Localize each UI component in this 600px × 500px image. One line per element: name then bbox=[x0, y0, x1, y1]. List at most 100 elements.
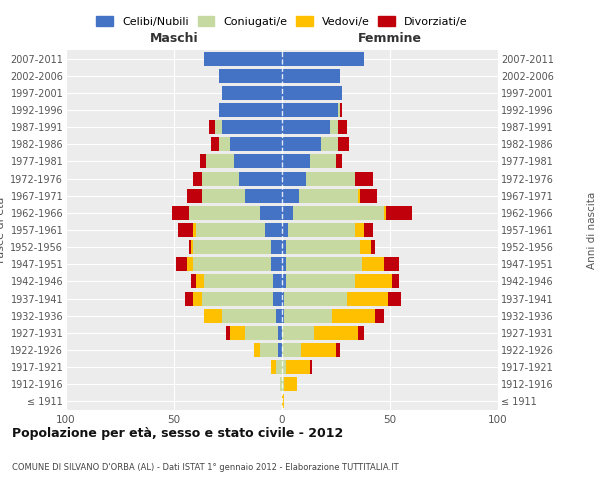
Bar bbox=[289, 223, 355, 237]
Bar bbox=[282, 206, 293, 220]
Bar bbox=[336, 343, 340, 357]
Bar bbox=[226, 326, 230, 340]
Y-axis label: Fasce di età: Fasce di età bbox=[0, 197, 6, 263]
Bar bbox=[211, 138, 220, 151]
Text: COMUNE DI SILVANO D'ORBA (AL) - Dati ISTAT 1° gennaio 2012 - Elaborazione TUTTIT: COMUNE DI SILVANO D'ORBA (AL) - Dati IST… bbox=[12, 462, 398, 471]
Bar bbox=[191, 240, 193, 254]
Bar bbox=[286, 274, 355, 288]
Bar bbox=[221, 120, 282, 134]
Bar bbox=[371, 240, 375, 254]
Bar bbox=[355, 223, 364, 237]
Bar bbox=[310, 154, 336, 168]
Bar bbox=[278, 326, 282, 340]
Text: Anni di nascita: Anni di nascita bbox=[587, 192, 597, 268]
Bar bbox=[355, 172, 373, 185]
Bar bbox=[254, 343, 260, 357]
Bar bbox=[360, 240, 371, 254]
Bar bbox=[221, 308, 275, 322]
Bar bbox=[299, 188, 358, 202]
Bar bbox=[383, 258, 398, 272]
Bar bbox=[172, 206, 189, 220]
Bar bbox=[220, 138, 230, 151]
Bar bbox=[347, 292, 388, 306]
Bar bbox=[321, 138, 338, 151]
Bar bbox=[364, 223, 373, 237]
Bar bbox=[189, 240, 191, 254]
Bar bbox=[282, 52, 364, 66]
Text: Femmine: Femmine bbox=[358, 32, 422, 45]
Bar bbox=[191, 274, 196, 288]
Bar bbox=[245, 326, 278, 340]
Bar bbox=[280, 378, 282, 392]
Bar bbox=[193, 258, 271, 272]
Bar bbox=[282, 292, 284, 306]
Bar bbox=[282, 103, 338, 117]
Bar bbox=[202, 188, 245, 202]
Bar bbox=[202, 292, 274, 306]
Bar bbox=[176, 258, 187, 272]
Bar bbox=[301, 343, 336, 357]
Bar bbox=[310, 360, 312, 374]
Bar bbox=[282, 240, 286, 254]
Bar bbox=[282, 86, 343, 100]
Bar bbox=[386, 206, 412, 220]
Bar bbox=[282, 274, 286, 288]
Bar bbox=[338, 120, 347, 134]
Bar bbox=[332, 308, 375, 322]
Legend: Celibi/Nubili, Coniugati/e, Vedovi/e, Divorziati/e: Celibi/Nubili, Coniugati/e, Vedovi/e, Di… bbox=[97, 16, 467, 26]
Bar bbox=[193, 223, 196, 237]
Bar bbox=[306, 172, 355, 185]
Bar bbox=[336, 154, 343, 168]
Bar bbox=[293, 206, 383, 220]
Bar bbox=[209, 120, 215, 134]
Bar bbox=[284, 308, 332, 322]
Bar bbox=[383, 206, 386, 220]
Bar bbox=[388, 292, 401, 306]
Bar bbox=[338, 103, 340, 117]
Bar bbox=[265, 223, 282, 237]
Bar bbox=[358, 188, 360, 202]
Bar bbox=[189, 206, 260, 220]
Bar bbox=[282, 378, 284, 392]
Bar bbox=[185, 292, 193, 306]
Bar bbox=[314, 326, 358, 340]
Bar bbox=[375, 308, 383, 322]
Bar bbox=[260, 343, 278, 357]
Bar bbox=[204, 274, 274, 288]
Bar bbox=[230, 326, 245, 340]
Bar bbox=[196, 274, 204, 288]
Bar bbox=[360, 188, 377, 202]
Bar bbox=[355, 274, 392, 288]
Bar bbox=[245, 188, 282, 202]
Bar bbox=[282, 68, 340, 82]
Bar bbox=[282, 394, 284, 408]
Bar bbox=[282, 172, 306, 185]
Bar bbox=[271, 360, 275, 374]
Bar bbox=[220, 103, 282, 117]
Bar bbox=[286, 360, 310, 374]
Bar bbox=[230, 138, 282, 151]
Bar bbox=[340, 103, 343, 117]
Bar bbox=[202, 172, 239, 185]
Bar bbox=[275, 360, 282, 374]
Bar bbox=[282, 223, 289, 237]
Bar bbox=[178, 223, 193, 237]
Bar bbox=[282, 154, 310, 168]
Bar bbox=[221, 86, 282, 100]
Bar bbox=[284, 292, 347, 306]
Bar bbox=[193, 292, 202, 306]
Text: Maschi: Maschi bbox=[149, 32, 199, 45]
Bar bbox=[239, 172, 282, 185]
Bar bbox=[204, 308, 221, 322]
Bar bbox=[274, 274, 282, 288]
Text: Popolazione per età, sesso e stato civile - 2012: Popolazione per età, sesso e stato civil… bbox=[12, 428, 343, 440]
Bar bbox=[282, 343, 301, 357]
Bar bbox=[284, 378, 297, 392]
Bar bbox=[282, 120, 329, 134]
Bar bbox=[392, 274, 398, 288]
Bar bbox=[187, 188, 202, 202]
Bar bbox=[282, 360, 286, 374]
Bar bbox=[200, 154, 206, 168]
Bar bbox=[235, 154, 282, 168]
Bar bbox=[282, 138, 321, 151]
